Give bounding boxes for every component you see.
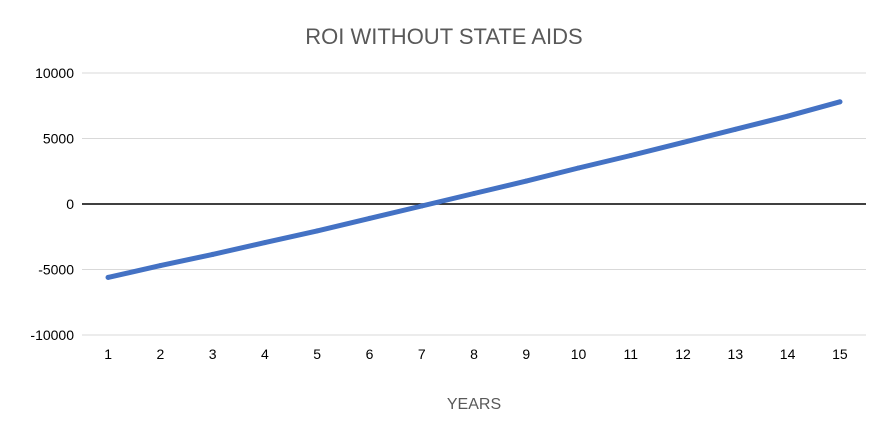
data-point (366, 215, 372, 221)
data-point (785, 113, 791, 119)
data-point (157, 263, 163, 269)
x-tick-label: 11 (624, 346, 639, 362)
data-point (576, 165, 582, 171)
x-axis-label: YEARS (447, 396, 501, 413)
x-tick-label: 8 (470, 346, 478, 362)
x-tick-label: 7 (418, 346, 426, 362)
y-tick-label: 10000 (35, 65, 74, 81)
x-tick-label: 1 (104, 346, 112, 362)
x-tick-label: 15 (832, 346, 848, 362)
series-line-roi (105, 99, 843, 280)
series-group (105, 99, 843, 280)
chart-title: ROI WITHOUT STATE AIDS (305, 24, 582, 49)
x-tick-label: 14 (780, 346, 796, 362)
x-tick-label: 10 (571, 346, 587, 362)
data-point (210, 251, 216, 257)
x-tick-label: 3 (209, 346, 217, 362)
data-point (628, 153, 634, 159)
data-point (262, 240, 268, 246)
data-point (105, 274, 111, 280)
y-tick-label: -5000 (38, 262, 74, 278)
gridlines (82, 72, 866, 336)
y-tick-label: 5000 (43, 131, 74, 147)
x-tick-label: 6 (366, 346, 374, 362)
y-tick-label: 0 (66, 196, 74, 212)
x-tick-label: 2 (157, 346, 165, 362)
x-axis-ticks: 1 2 3 4 5 6 7 8 9 10 11 12 13 14 15 (104, 346, 848, 362)
x-tick-label: 13 (728, 346, 744, 362)
y-tick-label: -10000 (30, 327, 74, 343)
x-tick-label: 12 (675, 346, 691, 362)
data-point (680, 139, 686, 145)
data-point (419, 203, 425, 209)
data-point (471, 191, 477, 197)
data-point (523, 178, 529, 184)
data-point (837, 99, 843, 105)
x-tick-label: 5 (313, 346, 321, 362)
y-axis-ticks: 10000 5000 0 -5000 -10000 (30, 65, 74, 343)
x-tick-label: 4 (261, 346, 269, 362)
data-point (314, 228, 320, 234)
x-tick-label: 9 (522, 346, 530, 362)
data-point (732, 126, 738, 132)
